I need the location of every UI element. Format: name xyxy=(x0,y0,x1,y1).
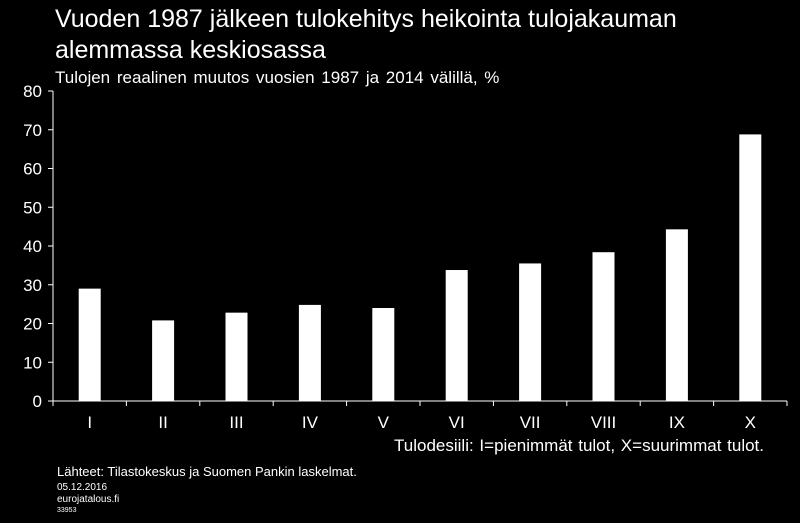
y-tick-label: 60 xyxy=(23,160,42,179)
bar-IV xyxy=(298,304,321,401)
source-note: Lähteet: Tilastokeskus ja Suomen Pankin … xyxy=(57,464,357,479)
y-tick-label: 30 xyxy=(23,276,42,295)
x-tick-label: IV xyxy=(302,413,319,432)
x-tick-label: VIII xyxy=(591,413,617,432)
x-tick-label: VII xyxy=(520,413,541,432)
x-tick-label: V xyxy=(378,413,390,432)
bar-VIII xyxy=(592,252,615,401)
x-axis-label: Tulodesiili: I=pienimmät tulot, X=suurim… xyxy=(394,436,764,455)
x-tick-label: II xyxy=(158,413,167,432)
x-tick-label: IX xyxy=(669,413,685,432)
bar-I xyxy=(78,288,101,401)
bar-X xyxy=(739,134,762,401)
y-tick-label: 40 xyxy=(23,237,42,256)
y-tick-label: 10 xyxy=(23,353,42,372)
x-tick-label: VI xyxy=(449,413,465,432)
y-tick-label: 80 xyxy=(23,82,42,101)
x-tick-label: X xyxy=(745,413,756,432)
x-axis: I II III IV V VI VII VIII IX X xyxy=(52,400,788,432)
x-tick-label: I xyxy=(87,413,92,432)
x-tick-label: III xyxy=(229,413,243,432)
chart-code: 33953 xyxy=(57,507,77,514)
bars xyxy=(78,134,762,401)
bar-III xyxy=(225,312,248,401)
y-axis: 0 10 20 30 40 50 60 70 80 xyxy=(23,82,54,411)
y-tick-label: 20 xyxy=(23,315,42,334)
chart-title: Vuoden 1987 jälkeen tulokehitys heikoint… xyxy=(55,5,677,64)
site-url: eurojatalous.fi xyxy=(57,494,120,505)
bar-VI xyxy=(445,270,468,401)
chart-subtitle: Tulojen reaalinen muutos vuosien 1987 ja… xyxy=(55,68,500,87)
y-tick-label: 50 xyxy=(23,198,42,217)
y-tick-label: 0 xyxy=(33,392,42,411)
date-stamp: 05.12.2016 xyxy=(57,482,108,493)
bar-II xyxy=(152,320,175,401)
bar-V xyxy=(372,308,395,401)
bar-IX xyxy=(665,229,688,401)
y-tick-label: 70 xyxy=(23,121,42,140)
bar-VII xyxy=(519,263,542,401)
